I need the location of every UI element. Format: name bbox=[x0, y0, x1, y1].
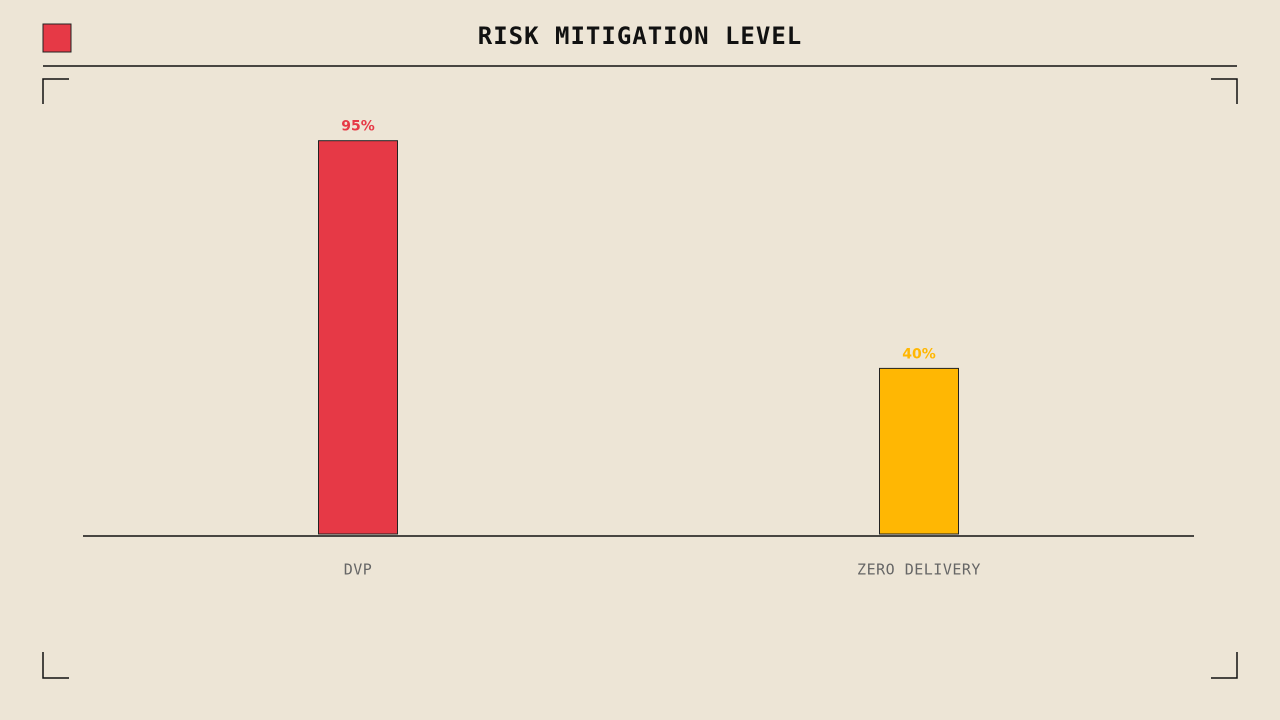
bar bbox=[318, 140, 398, 535]
corner-brackets bbox=[42, 78, 1238, 679]
logo-square bbox=[42, 23, 72, 53]
value-label: 40% bbox=[902, 346, 936, 362]
x-tick-label: ZERO DELIVERY bbox=[857, 561, 981, 579]
chart-title: RISK MITIGATION LEVEL bbox=[478, 22, 802, 50]
bar bbox=[879, 367, 959, 535]
value-label: 95% bbox=[341, 119, 375, 135]
x-tick-label: DVP bbox=[344, 561, 373, 579]
